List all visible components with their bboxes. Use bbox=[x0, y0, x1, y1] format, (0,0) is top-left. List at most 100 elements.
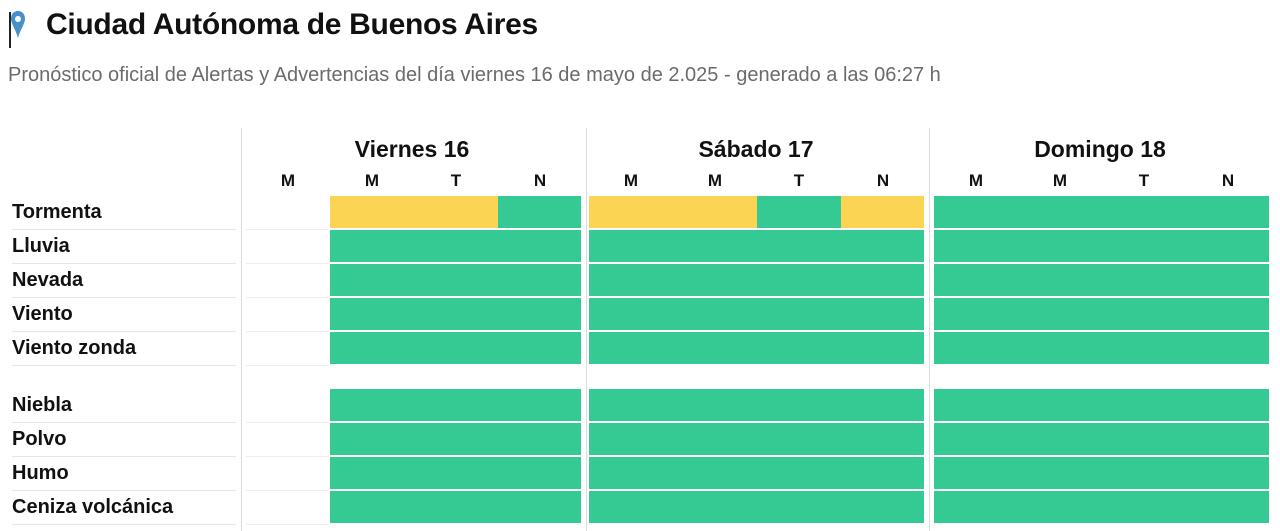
alert-cell-sin-alerta bbox=[757, 332, 841, 364]
alert-cell-sin-alerta bbox=[1102, 332, 1186, 364]
alert-cell-sin-alerta bbox=[841, 423, 924, 455]
alert-cell-sin-alerta bbox=[1186, 332, 1269, 364]
alert-cell-sin-alerta bbox=[841, 332, 924, 364]
row-divider bbox=[246, 524, 328, 525]
alert-cell-sin-alerta bbox=[330, 423, 414, 455]
map-pin-icon bbox=[11, 11, 25, 39]
alert-cell-amarilla bbox=[414, 196, 498, 228]
alert-cell-sin-alerta bbox=[414, 423, 498, 455]
day-header: Sábado 17 bbox=[698, 136, 814, 162]
alert-cell-sin-alerta bbox=[1018, 298, 1102, 330]
alert-cell-sin-alerta bbox=[934, 457, 1018, 489]
alert-cell-sin-alerta bbox=[1018, 389, 1102, 421]
alert-cell-sin-alerta bbox=[498, 332, 581, 364]
alert-cell-sin-alerta bbox=[1018, 423, 1102, 455]
page-subtitle: Pronóstico oficial de Alertas y Adverten… bbox=[8, 64, 941, 86]
period-label: M bbox=[1052, 171, 1068, 190]
alert-cell-sin-alerta bbox=[673, 332, 757, 364]
period-label: M bbox=[968, 171, 984, 190]
period-label: M bbox=[707, 171, 723, 190]
alert-cell-sin-alerta bbox=[414, 298, 498, 330]
alert-cell-sin-alerta bbox=[1018, 491, 1102, 523]
alert-cell-sin-alerta bbox=[1186, 457, 1269, 489]
period-label: M bbox=[364, 171, 380, 190]
page-title: Ciudad Autónoma de Buenos Aires bbox=[46, 8, 538, 41]
alert-cell-sin-alerta bbox=[1018, 332, 1102, 364]
alert-cell-sin-alerta bbox=[757, 196, 841, 228]
row-divider bbox=[12, 229, 236, 230]
day-header: Viernes 16 bbox=[354, 136, 470, 162]
period-label: M bbox=[623, 171, 639, 190]
period-label: N bbox=[1221, 171, 1235, 190]
alert-cell-sin-alerta bbox=[414, 264, 498, 296]
alert-cell-sin-alerta bbox=[330, 389, 414, 421]
period-label: N bbox=[533, 171, 547, 190]
alert-cell-sin-alerta bbox=[498, 298, 581, 330]
alert-cell-sin-alerta bbox=[934, 423, 1018, 455]
alert-cell-sin-alerta bbox=[498, 423, 581, 455]
alert-cell-sin-alerta bbox=[841, 389, 924, 421]
alert-cell-sin-alerta bbox=[673, 298, 757, 330]
row-divider bbox=[12, 456, 236, 457]
day-separator bbox=[241, 128, 242, 531]
phenomenon-label: Ceniza volcánica bbox=[12, 496, 174, 518]
row-divider bbox=[246, 229, 328, 230]
alert-cell-amarilla bbox=[841, 196, 924, 228]
period-label: N bbox=[876, 171, 890, 190]
alert-cell-sin-alerta bbox=[934, 298, 1018, 330]
period-label: T bbox=[450, 171, 462, 190]
alert-cell-sin-alerta bbox=[757, 230, 841, 262]
alert-cell-sin-alerta bbox=[757, 389, 841, 421]
alert-cell-sin-alerta bbox=[1102, 230, 1186, 262]
row-divider bbox=[246, 490, 328, 491]
period-label: M bbox=[280, 171, 296, 190]
alert-cell-sin-alerta bbox=[498, 491, 581, 523]
alert-cell-sin-alerta bbox=[673, 264, 757, 296]
alert-cell-sin-alerta bbox=[934, 196, 1018, 228]
alert-cell-sin-alerta bbox=[330, 332, 414, 364]
alert-cell-sin-alerta bbox=[934, 230, 1018, 262]
alert-cell-sin-alerta bbox=[1102, 491, 1186, 523]
alert-cell-sin-alerta bbox=[757, 264, 841, 296]
alert-cell-sin-alerta bbox=[414, 491, 498, 523]
alert-cell-sin-alerta bbox=[1018, 264, 1102, 296]
alert-cell-sin-alerta bbox=[1102, 457, 1186, 489]
alert-cell-sin-alerta bbox=[498, 264, 581, 296]
row-divider bbox=[12, 297, 236, 298]
alert-cell-sin-alerta bbox=[934, 389, 1018, 421]
alert-cell-sin-alerta bbox=[1102, 196, 1186, 228]
day-header: Domingo 18 bbox=[1034, 136, 1166, 162]
alert-cell-sin-alerta bbox=[498, 230, 581, 262]
alert-cell-sin-alerta bbox=[1102, 423, 1186, 455]
alert-cell-sin-alerta bbox=[330, 298, 414, 330]
alert-cell-sin-alerta bbox=[1102, 264, 1186, 296]
day-separator bbox=[929, 128, 930, 531]
row-divider bbox=[12, 422, 236, 423]
phenomenon-label: Viento bbox=[12, 303, 73, 325]
period-label: T bbox=[1138, 171, 1150, 190]
alert-cell-sin-alerta bbox=[589, 298, 673, 330]
alert-cell-sin-alerta bbox=[673, 491, 757, 523]
phenomenon-label: Niebla bbox=[12, 394, 73, 416]
alert-cell-amarilla bbox=[330, 196, 414, 228]
row-divider bbox=[12, 331, 236, 332]
phenomenon-label: Nevada bbox=[12, 269, 84, 291]
alert-cell-sin-alerta bbox=[589, 457, 673, 489]
row-divider bbox=[246, 365, 328, 366]
alert-cell-sin-alerta bbox=[1018, 196, 1102, 228]
row-divider bbox=[12, 263, 236, 264]
alert-cell-sin-alerta bbox=[589, 423, 673, 455]
alert-cell-sin-alerta bbox=[934, 264, 1018, 296]
alert-cell-sin-alerta bbox=[1186, 389, 1269, 421]
alert-cell-sin-alerta bbox=[1186, 491, 1269, 523]
alert-cell-sin-alerta bbox=[1102, 298, 1186, 330]
alert-cell-sin-alerta bbox=[673, 457, 757, 489]
alert-cell-amarilla bbox=[673, 196, 757, 228]
alert-cell-sin-alerta bbox=[934, 332, 1018, 364]
alert-cell-sin-alerta bbox=[934, 491, 1018, 523]
row-divider bbox=[246, 422, 328, 423]
alert-cell-sin-alerta bbox=[330, 491, 414, 523]
alert-cell-sin-alerta bbox=[589, 230, 673, 262]
alert-cell-sin-alerta bbox=[757, 298, 841, 330]
row-divider bbox=[246, 263, 328, 264]
